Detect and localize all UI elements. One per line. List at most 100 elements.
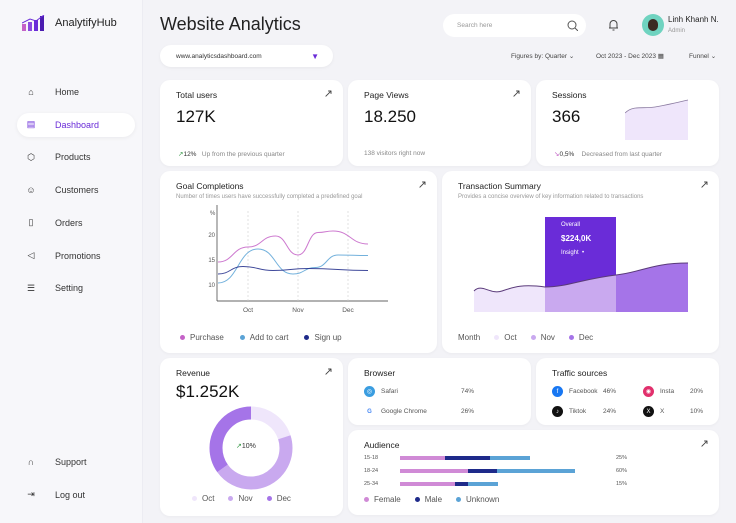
sidebar-item-promotions[interactable]: ◁ Promotions (17, 244, 135, 268)
expand-arrow-icon[interactable]: ↗ (699, 179, 709, 191)
browser-name: Google Chrome (381, 408, 427, 415)
series-line-purchase (217, 230, 369, 263)
kpi-change: 12% (183, 151, 197, 158)
sidebar-item-label: Setting (55, 283, 84, 294)
legend-label: Female (374, 495, 401, 504)
page-views-card[interactable]: Page Views ↗ 18.250 138 visitors right n… (348, 80, 531, 166)
browser-share: 26% (461, 408, 475, 415)
bar-segment-female (400, 469, 468, 473)
legend-male: Male (414, 495, 442, 504)
expand-arrow-icon[interactable]: ↗ (323, 88, 333, 100)
sidebar-item-label: Home (55, 87, 80, 97)
home-icon: ⌂ (28, 87, 34, 97)
legend-oct: Oct (192, 494, 214, 503)
bar-segment-unknown (468, 482, 498, 486)
sidebar-item-home[interactable]: ⌂ Home (17, 80, 135, 104)
x-icon: X (643, 406, 654, 417)
view-label: Funnel (689, 53, 709, 60)
sidebar-item-customers[interactable]: ☺ Customers (17, 178, 135, 202)
bell-icon[interactable] (608, 19, 619, 31)
sidebar-item-label: Products (55, 152, 91, 163)
sidebar-item-log-out[interactable]: ⇥ Log out (17, 483, 135, 507)
traffic-sources-card: Traffic sources f Facebook 46% ◉ Insta 20% ♪… (536, 358, 719, 425)
card-title: Browser (364, 368, 396, 378)
audience-card: Audience ↗ 15-18 25% 18-24 60% 25-34 15% Fema… (348, 430, 719, 515)
box-icon: ⬡ (27, 151, 35, 162)
view-dropdown[interactable]: Funnel ⌄ (689, 52, 716, 60)
sliders-icon: ☰ (26, 282, 36, 293)
sidebar-item-orders[interactable]: ▯ Orders (17, 211, 135, 235)
series-line-sign-up (217, 265, 369, 275)
kpi-value: 18.250 (364, 107, 416, 126)
trend-up-icon: ↗ (236, 443, 242, 450)
area-dec (616, 263, 688, 312)
legend-title: Month (458, 333, 481, 342)
legend-label: Purchase (190, 333, 224, 342)
card-subtitle: Number of times users have successfully … (176, 194, 363, 200)
y-tick-label: 15 (208, 258, 215, 264)
legend-label: Oct (202, 494, 215, 503)
legend-label: Sign up (314, 333, 342, 342)
bar-segment-female (400, 456, 445, 460)
tooltip-label: Overall (561, 222, 581, 228)
expand-arrow-icon[interactable]: ↗ (323, 366, 333, 378)
card-title: Audience (364, 440, 400, 450)
card-title: Goal Completions (176, 181, 244, 191)
browser-card: Browser ◎ Safari 74% G Google Chrome 26% (348, 358, 531, 425)
figures-dropdown[interactable]: Figures by: Quarter ⌄ (511, 52, 574, 60)
goal-line-chart: Oct Nov Dec 10 15 20% (208, 205, 388, 314)
site-value: www.analyticsdashboard.com (176, 52, 262, 60)
insight-link[interactable]: Insight • (561, 250, 585, 256)
transaction-summary-card: Transaction Summary Provides a concise o… (442, 171, 719, 353)
browser-name: Safari (381, 388, 398, 395)
legend-label: Dec (578, 333, 594, 342)
age-share: 25% (616, 455, 628, 461)
area-nov (545, 275, 616, 312)
instagram-icon: ◉ (643, 386, 654, 397)
legend-add-to-cart: Add to cart (239, 333, 288, 342)
legend-oct: Oct (494, 333, 517, 342)
sidebar-item-support[interactable]: ∩ Support (17, 450, 135, 474)
search-icon[interactable] (567, 20, 578, 31)
sidebar-item-label: Orders (55, 217, 83, 228)
search-input[interactable]: Search here (443, 14, 586, 37)
expand-arrow-icon[interactable]: ↗ (699, 438, 709, 450)
card-title: Sessions (552, 90, 587, 100)
bar-segment-female (400, 482, 455, 486)
sidebar-item-products[interactable]: ⬡ Products (17, 145, 135, 169)
site-select[interactable]: www.analyticsdashboard.com ▼ (160, 45, 333, 67)
date-range-label: Oct 2023 - Dec 2023 (596, 53, 656, 60)
search-placeholder: Search here (457, 22, 493, 29)
avatar[interactable] (642, 14, 664, 36)
total-users-card[interactable]: Total users ↗ 127K ↗12% Up from the prev… (160, 80, 343, 166)
safari-icon: ◎ (364, 386, 375, 397)
date-range-picker[interactable]: Oct 2023 - Dec 2023 ▦ (596, 52, 664, 60)
figures-label: Figures by: Quarter (511, 53, 567, 60)
sidebar-item-setting[interactable]: ☰ Setting (17, 276, 135, 300)
sidebar-item-dashboard[interactable]: ▤ Dashboard (17, 112, 135, 137)
legend-female: Female (364, 495, 401, 504)
audience-bar (400, 482, 498, 486)
age-label: 18-24 (364, 468, 379, 474)
expand-arrow-icon[interactable]: ↗ (417, 179, 427, 191)
kpi-note: Decreased from last quarter (581, 151, 663, 158)
chevron-down-icon: ⌄ (710, 53, 717, 60)
series-line-add-to-cart (217, 248, 369, 284)
y-axis-label: % (210, 211, 216, 217)
brand[interactable]: AnalytifyHub (22, 15, 117, 31)
age-share: 60% (616, 468, 628, 474)
card-title: Transaction Summary (458, 181, 541, 191)
browser-share: 74% (461, 388, 475, 395)
headset-icon: ∩ (27, 457, 35, 467)
legend-dec: Dec (568, 333, 594, 342)
clipboard-icon: ▯ (28, 217, 34, 228)
sidebar-item-label: Promotions (55, 250, 101, 261)
sessions-card[interactable]: Sessions 366 ↘0,5% Decreased from last q… (536, 80, 719, 166)
card-title: Total users (176, 90, 218, 100)
expand-arrow-icon[interactable]: ↗ (511, 88, 521, 100)
megaphone-icon: ◁ (27, 250, 35, 260)
user-icon: ☺ (26, 185, 36, 196)
legend-label: Dec (276, 494, 291, 503)
page-title: Website Analytics (160, 14, 301, 34)
card-title: Traffic sources (552, 368, 608, 378)
